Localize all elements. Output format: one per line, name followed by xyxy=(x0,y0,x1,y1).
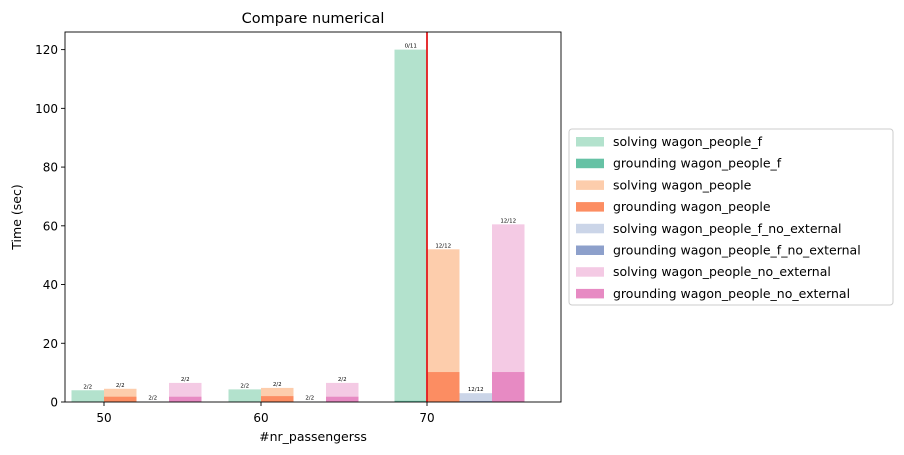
y-tick-label: 40 xyxy=(43,278,58,292)
legend-swatch-grounding-wagon_people_f xyxy=(576,158,604,169)
data-labels-layer: 2/2 2/2 0/11 2/2 2/2 12/12 2/2 2/2 12/12 2/2 2/2 12… xyxy=(83,44,516,402)
chart-title: Compare numerical xyxy=(242,11,385,27)
legend-swatch-solving-wagon_people_no_external xyxy=(576,267,604,277)
data-label-wagon_people_f_no_external-70: 12/12 xyxy=(468,387,484,393)
legend-swatch-grounding-wagon_people_f_no_external xyxy=(576,245,604,255)
x-tick-label: 60 xyxy=(253,411,268,425)
data-label-wagon_people_f_no_external-60: 2/2 xyxy=(305,396,314,402)
bar-solving-wagon_people_f-60 xyxy=(228,389,261,402)
legend-swatch-grounding-wagon_people_no_external xyxy=(576,288,604,299)
data-label-wagon_people_no_external-60: 2/2 xyxy=(338,377,347,383)
data-label-wagon_people_f-60: 2/2 xyxy=(240,383,249,389)
y-axis: 0 20 40 60 80 100 120 xyxy=(35,43,65,410)
y-tick-label: 100 xyxy=(35,102,58,116)
data-label-wagon_people_no_external-70: 12/12 xyxy=(500,218,516,224)
data-label-wagon_people-70: 12/12 xyxy=(435,243,451,249)
bar-grounding-wagon_people-50 xyxy=(104,396,137,402)
legend-swatch-grounding-wagon_people xyxy=(576,202,604,212)
legend-label-solving-wagon_people_no_external: solving wagon_people_no_external xyxy=(613,264,831,279)
y-tick-label: 80 xyxy=(43,161,58,175)
data-label-wagon_people_no_external-50: 2/2 xyxy=(181,377,190,383)
legend-label-grounding-wagon_people_f: grounding wagon_people_f xyxy=(613,156,782,171)
data-label-wagon_people_f-70: 0/11 xyxy=(405,44,417,50)
legend-label-solving-wagon_people_f: solving wagon_people_f xyxy=(613,134,763,149)
y-tick-label: 0 xyxy=(50,396,58,410)
legend-swatch-solving-wagon_people xyxy=(576,180,604,190)
bar-grounding-wagon_people-70 xyxy=(427,372,460,402)
y-axis-title: Time (sec) xyxy=(9,184,24,250)
x-axis-title: #nr_passengerss xyxy=(259,429,367,444)
legend-swatch-solving-wagon_people_f xyxy=(576,137,604,147)
legend-frame xyxy=(568,128,894,306)
bar-solving-wagon_people_f_no_external-70 xyxy=(459,393,492,402)
x-tick-label: 50 xyxy=(96,411,111,425)
data-label-wagon_people-60: 2/2 xyxy=(273,382,282,388)
bar-grounding-wagon_people_no_external-50 xyxy=(169,396,202,402)
data-label-wagon_people_f-50: 2/2 xyxy=(83,384,92,390)
legend-label-solving-wagon_people_f_no_external: solving wagon_people_f_no_external xyxy=(613,221,842,236)
x-axis: 50 60 70 xyxy=(96,402,435,425)
bar-solving-wagon_people_f-50 xyxy=(71,390,104,402)
legend-swatch-solving-wagon_people_f_no_external xyxy=(576,223,604,234)
legend-label-grounding-wagon_people_no_external: grounding wagon_people_no_external xyxy=(613,286,850,301)
plot-frame xyxy=(64,31,562,403)
x-tick-label: 70 xyxy=(419,411,434,425)
y-tick-label: 120 xyxy=(35,43,58,57)
legend-label-solving-wagon_people: solving wagon_people xyxy=(613,177,752,192)
legend-label-grounding-wagon_people: grounding wagon_people xyxy=(613,199,771,214)
y-tick-label: 20 xyxy=(43,337,58,351)
bar-solving-wagon_people_f-70 xyxy=(394,49,427,402)
bars-layer xyxy=(71,49,525,402)
bar-grounding-wagon_people_no_external-70 xyxy=(492,372,525,402)
data-label-wagon_people_f_no_external-50: 2/2 xyxy=(148,396,157,402)
legend: solving wagon_people_f grounding wagon_pe… xyxy=(568,128,894,306)
legend-label-grounding-wagon_people_f_no_external: grounding wagon_people_f_no_external xyxy=(613,243,861,258)
y-tick-label: 60 xyxy=(43,219,58,233)
bar-grounding-wagon_people-60 xyxy=(261,396,294,402)
bar-grounding-wagon_people_f-70 xyxy=(394,400,427,402)
bar-grounding-wagon_people_no_external-60 xyxy=(326,396,359,402)
data-label-wagon_people-50: 2/2 xyxy=(116,383,125,389)
